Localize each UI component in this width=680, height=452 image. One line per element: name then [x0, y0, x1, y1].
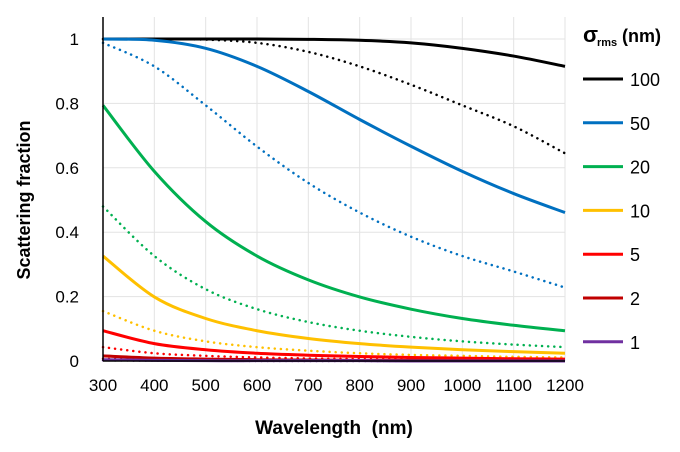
dotted-series-FFC000 [101, 309, 567, 359]
y-tick-label: 0 [70, 352, 79, 371]
x-tick-label: 600 [243, 376, 271, 395]
legend: 100 50 20 10 5 2 1 [583, 70, 660, 353]
axes [102, 17, 565, 362]
legend-title-sigma: σ [583, 22, 598, 47]
legend-label-5: 5 [630, 245, 640, 265]
legend-label-20: 20 [630, 158, 650, 178]
x-axis-label: Wavelength (nm) [255, 418, 413, 439]
y-tick-label: 0.6 [55, 159, 79, 178]
dotted-series-0070C0 [101, 41, 567, 289]
x-tick-label: 900 [397, 376, 425, 395]
legend-title-unit: (nm) [622, 26, 661, 46]
y-axis-label: Scattering fraction [14, 120, 34, 279]
dotted-series-00B050 [101, 205, 567, 349]
y-tick-label: 0.8 [55, 94, 79, 113]
tick-labels: 300 400 500 600 700 800 900 1000 1100 1200 0 0.2 0.4… [55, 30, 584, 395]
y-tick-label: 0.2 [55, 288, 79, 307]
y-tick-label: 1 [70, 30, 79, 49]
series-line-5 [102, 329, 566, 361]
x-tick-label: 1000 [443, 376, 481, 395]
legend-label-10: 10 [630, 201, 650, 221]
series-line-50 [102, 37, 566, 214]
y-tick-label: 0.4 [55, 223, 79, 242]
legend-label-1: 1 [630, 333, 640, 353]
series-line-10 [102, 254, 566, 355]
dotted-series-000000 [101, 37, 567, 155]
x-tick-label: 1200 [546, 376, 584, 395]
series-line-100 [102, 37, 566, 68]
x-tick-label: 500 [191, 376, 219, 395]
legend-title-sub: rms [597, 37, 617, 49]
legend-label-50: 50 [630, 114, 650, 134]
series-line-20 [101, 104, 566, 333]
x-tick-label: 800 [345, 376, 373, 395]
x-tick-label: 1100 [495, 376, 532, 395]
x-tick-label: 700 [294, 376, 322, 395]
x-tick-label: 300 [89, 376, 117, 395]
series-lines [101, 37, 567, 363]
legend-label-100: 100 [630, 70, 660, 90]
x-tick-label: 400 [140, 376, 168, 395]
legend-label-2: 2 [630, 289, 640, 309]
legend-title: σ rms (nm) [583, 22, 661, 49]
